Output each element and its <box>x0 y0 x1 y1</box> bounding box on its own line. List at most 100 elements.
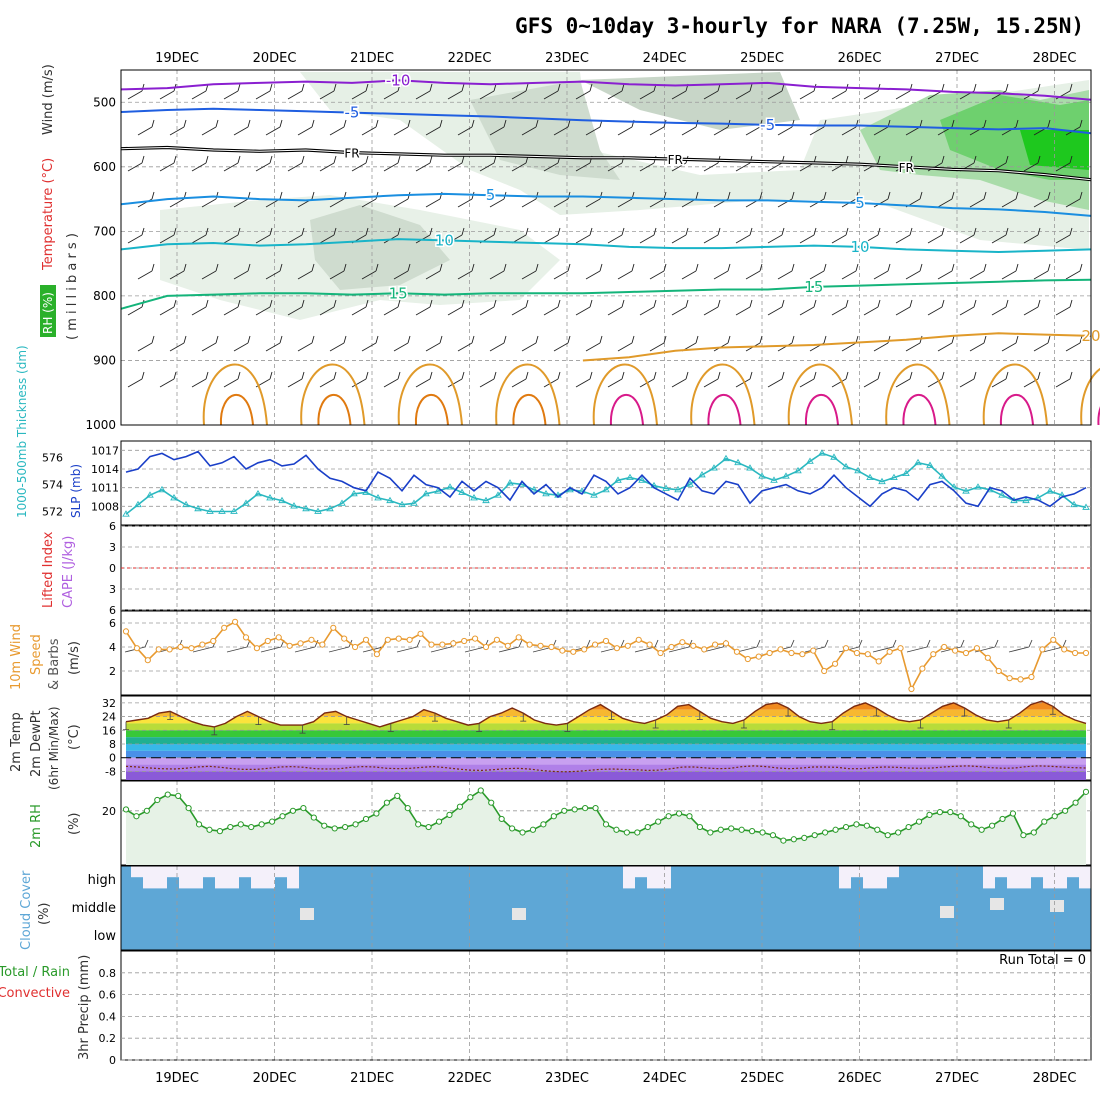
wind-barb <box>1001 335 1019 352</box>
wind-barb-flag <box>781 227 785 236</box>
wind-barb-staff <box>383 90 399 100</box>
wind-barb <box>873 335 891 352</box>
rh2m-line-point <box>738 826 745 833</box>
wind10-line-point <box>711 641 719 648</box>
wind-barb-flag <box>567 335 571 344</box>
wind10-line-point <box>253 645 261 652</box>
cloud-level-label: low <box>94 929 117 944</box>
wind-barb-flag <box>887 263 891 272</box>
wind-barb-flag <box>365 371 369 380</box>
wind10-line-point <box>581 646 588 653</box>
wind-barb <box>489 263 507 280</box>
wind-barb-staff <box>671 90 687 100</box>
wind-barb-staff <box>233 342 249 352</box>
wind10-barb-flag <box>926 639 931 648</box>
wind-barb-staff <box>735 306 751 316</box>
wind-barb <box>1065 191 1083 208</box>
wind10-line-point <box>155 646 162 653</box>
wind-barb <box>137 263 155 280</box>
wind-barb-flag <box>269 227 273 236</box>
thickness-line-point <box>698 470 706 478</box>
wind-barb-flag <box>141 155 145 164</box>
rh2m-line-point <box>164 791 171 798</box>
tick-label: 0.2 <box>99 1032 117 1045</box>
wind10-line-point <box>591 641 599 648</box>
rh2m-line-point <box>863 822 870 829</box>
li-tick-label: 0 <box>109 562 116 575</box>
contour-label: 10 <box>851 238 870 256</box>
wind-barb-flag <box>1015 263 1019 272</box>
wind10-line-point <box>995 667 1002 675</box>
contour-label: FR <box>899 161 914 175</box>
rh2m-line-point <box>206 826 213 833</box>
wind-barb-flag <box>599 263 603 272</box>
wind10-line-point <box>733 648 741 655</box>
day-label-top: 26DEC <box>838 51 882 66</box>
run-total: Run Total = 0 <box>999 953 1086 968</box>
rh2m-line-point <box>1030 829 1037 836</box>
thickness-line-point <box>890 473 898 481</box>
wind-barb-staff <box>767 306 783 316</box>
wind-barb-staff <box>201 198 217 208</box>
wind-barb <box>297 335 315 352</box>
temp-band <box>126 744 1086 751</box>
rh2m-label: 2m RH <box>29 804 44 848</box>
wind-barb-flag <box>685 299 689 308</box>
wind-barb <box>959 371 977 388</box>
wind-barb-flag <box>1015 191 1019 200</box>
wind-barb-staff <box>255 306 271 316</box>
wind-barb <box>447 83 465 100</box>
thickness-line-point <box>410 499 418 506</box>
cloud-high-gap <box>239 866 251 878</box>
wind-barb-staff <box>703 90 719 100</box>
wind-barb-flag <box>887 335 891 344</box>
rh2m-line-point <box>519 829 526 836</box>
thickness-line-point <box>914 458 922 466</box>
wind10-line-point <box>199 641 206 648</box>
wind-barb <box>415 83 433 100</box>
cloud-mid-gap <box>512 908 526 920</box>
wind-barb-flag <box>237 371 241 380</box>
tick-label: 0.8 <box>99 967 117 980</box>
wind-barb-staff <box>553 198 569 208</box>
wind-barb <box>297 119 315 136</box>
cloud-high-gap <box>203 866 215 878</box>
wind-barb <box>361 335 379 352</box>
day-label-top: 23DEC <box>545 51 589 66</box>
wind-barb-staff <box>1065 270 1081 280</box>
thickness-line-point <box>398 500 406 508</box>
wind-barb-staff <box>649 270 665 280</box>
rh2m-line-point <box>508 825 516 832</box>
wind-barb-flag <box>749 299 753 308</box>
wind-barb <box>863 371 881 388</box>
wind-barb-flag <box>503 119 507 128</box>
wind-barb-flag <box>301 155 305 164</box>
rh2m-line-point <box>1082 788 1090 795</box>
wind10-line-point <box>450 640 457 647</box>
wind-barb-staff <box>639 234 655 244</box>
wind10-line-point <box>504 642 511 649</box>
wind-barb-staff <box>777 342 793 352</box>
contour-line <box>120 107 1092 135</box>
cloud-high-gap <box>131 866 143 878</box>
thickness-line-point <box>878 477 886 485</box>
wind-barb <box>585 335 603 352</box>
wind-barb-flag <box>237 83 241 92</box>
wind-barb-staff <box>1033 198 1049 208</box>
wind10-barb-flag <box>858 639 863 648</box>
cloud-mid-gap <box>990 898 1004 910</box>
wind-barb-staff <box>511 90 527 100</box>
wind-barb <box>425 119 443 136</box>
wind-barb-staff <box>425 342 441 352</box>
wind-barb-flag <box>759 263 763 272</box>
thickness-line <box>125 452 1087 515</box>
wind-barb-staff <box>169 270 185 280</box>
wind10-barb-staff <box>260 646 282 653</box>
wind-barb-flag <box>279 191 283 200</box>
wind-barb-flag <box>343 119 347 128</box>
wind-barb-flag <box>439 335 443 344</box>
wind10-barb-flag <box>960 639 965 648</box>
wind-barb <box>799 227 817 244</box>
wind-barb-flag <box>727 263 731 272</box>
